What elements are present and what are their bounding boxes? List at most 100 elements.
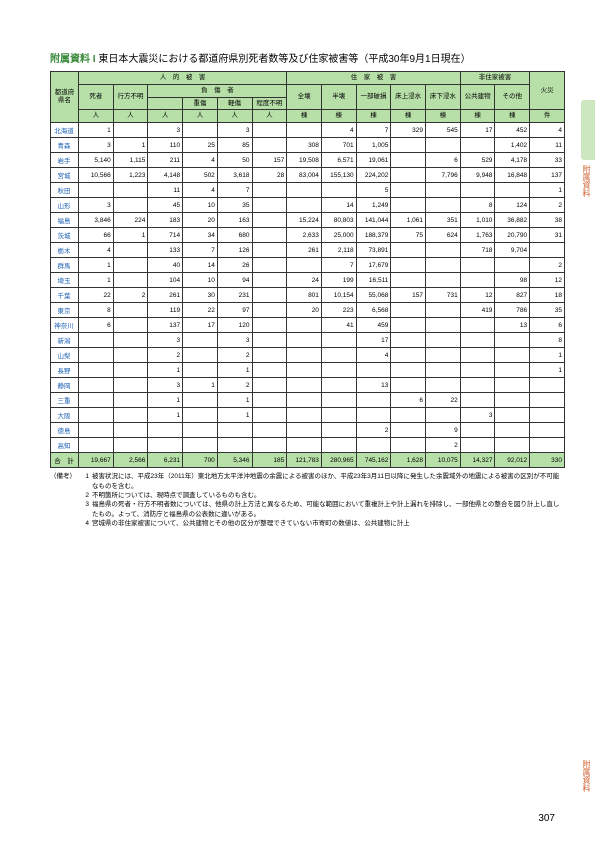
cell-prefecture: 秋田	[51, 183, 79, 198]
cell-value	[495, 363, 530, 378]
cell-value	[287, 408, 322, 423]
note-num: 4	[80, 519, 92, 528]
cell-value: 1,628	[391, 453, 426, 468]
cell-value	[252, 273, 287, 288]
table-row: 青森3111025853087011,0051,40211	[51, 138, 565, 153]
cell-value	[391, 408, 426, 423]
cell-value	[252, 333, 287, 348]
cell-value	[321, 393, 356, 408]
cell-value	[321, 423, 356, 438]
cell-value	[287, 423, 322, 438]
cell-value	[287, 258, 322, 273]
cell-value: 188,379	[356, 228, 391, 243]
title-main: 東日本大震災における都道府県別死者数等及び住家被害等（平成30年9月1日現在）	[98, 54, 470, 65]
cell-value: 34	[183, 228, 218, 243]
th-unit: 人	[79, 110, 114, 123]
cell-value	[252, 348, 287, 363]
cell-value: 22	[79, 288, 114, 303]
cell-value	[287, 183, 322, 198]
cell-value: 12	[530, 273, 565, 288]
cell-prefecture: 三重	[51, 393, 79, 408]
cell-value: 3	[148, 378, 183, 393]
cell-value: 280,965	[321, 453, 356, 468]
side-tab-label: 附属資料	[581, 165, 592, 197]
note-text: 宮城県の非住家被害について、公共建物とその他の区分が整理できていない市寄町の数値…	[92, 519, 565, 528]
cell-value: 3	[79, 198, 114, 213]
cell-value: 1,061	[391, 213, 426, 228]
th-unit: 人	[217, 110, 252, 123]
cell-value: 2	[530, 258, 565, 273]
cell-value	[113, 243, 148, 258]
cell-value	[391, 438, 426, 453]
cell-value	[495, 393, 530, 408]
cell-value	[426, 333, 461, 348]
cell-value: 75	[391, 228, 426, 243]
cell-value: 66	[79, 228, 114, 243]
cell-value: 6,568	[356, 303, 391, 318]
table-row: 埼玉110410942419916,5119812	[51, 273, 565, 288]
cell-prefecture: 静岡	[51, 378, 79, 393]
cell-value: 22	[183, 303, 218, 318]
cell-value: 104	[148, 273, 183, 288]
cell-value	[426, 363, 461, 378]
cell-value	[495, 258, 530, 273]
cell-value	[252, 123, 287, 138]
cell-value	[183, 438, 218, 453]
cell-value: 7	[356, 123, 391, 138]
cell-value: 224,202	[356, 168, 391, 183]
cell-value	[321, 333, 356, 348]
table-row: 千葉2222613023180110,15455,068157731128271…	[51, 288, 565, 303]
page-container: 附属資料 附属資料 附属資料 I 東日本大震災における都道府県別死者数等及び住家…	[0, 0, 595, 842]
cell-value	[113, 378, 148, 393]
cell-value: 14	[183, 258, 218, 273]
cell-value: 731	[426, 288, 461, 303]
th-unit: 人	[113, 110, 148, 123]
cell-value: 2	[113, 288, 148, 303]
cell-value: 55,068	[356, 288, 391, 303]
cell-value: 1	[530, 348, 565, 363]
cell-value	[113, 438, 148, 453]
cell-value	[183, 363, 218, 378]
cell-value: 2	[530, 198, 565, 213]
note-text: 不明箇所については、現時点で調査しているものも含む。	[92, 491, 565, 500]
cell-value: 5,140	[79, 153, 114, 168]
table-row: 新潟33178	[51, 333, 565, 348]
cell-value	[495, 378, 530, 393]
cell-value: 13	[495, 318, 530, 333]
cell-value	[252, 138, 287, 153]
cell-value	[426, 138, 461, 153]
th-human: 人 的 被 害	[79, 72, 287, 85]
table-row: 静岡31213	[51, 378, 565, 393]
cell-value: 1	[79, 123, 114, 138]
cell-value: 199	[321, 273, 356, 288]
note-num: 1	[80, 472, 92, 491]
th-unit: 件	[530, 110, 565, 123]
cell-value	[79, 408, 114, 423]
cell-value: 19,061	[356, 153, 391, 168]
table-row: 宮城10,5661,2234,1485023,6182883,004155,13…	[51, 168, 565, 183]
cell-value: 3	[460, 408, 495, 423]
cell-value: 50	[217, 153, 252, 168]
table-header: 都道府県名 人 的 被 害 住 家 被 害 非住家被害 火災 死者 行方不明 負…	[51, 72, 565, 123]
cell-value	[79, 438, 114, 453]
cell-value: 261	[148, 288, 183, 303]
cell-value	[252, 303, 287, 318]
cell-value: 3,846	[79, 213, 114, 228]
cell-value	[113, 303, 148, 318]
cell-value: 13	[356, 378, 391, 393]
cell-value: 183	[148, 213, 183, 228]
cell-value: 12	[460, 288, 495, 303]
cell-value	[426, 258, 461, 273]
cell-prefecture: 山梨	[51, 348, 79, 363]
cell-value	[217, 423, 252, 438]
cell-value: 714	[148, 228, 183, 243]
cell-value: 801	[287, 288, 322, 303]
cell-value: 85	[217, 138, 252, 153]
cell-value: 2	[217, 348, 252, 363]
cell-value	[148, 423, 183, 438]
cell-value: 9,948	[460, 168, 495, 183]
cell-value: 308	[287, 138, 322, 153]
cell-value	[460, 348, 495, 363]
cell-value: 9	[426, 423, 461, 438]
cell-value: 3	[217, 123, 252, 138]
